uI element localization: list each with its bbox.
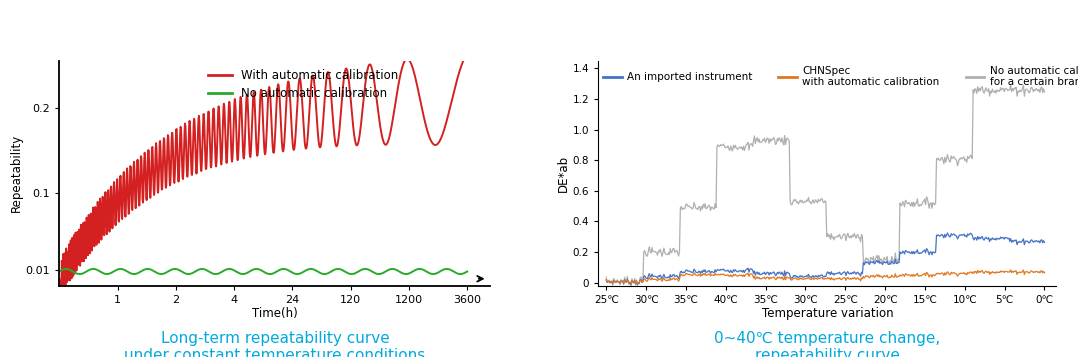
Y-axis label: Repeatability: Repeatability [10, 134, 23, 212]
Legend: With automatic calibration, No automatic calibration: With automatic calibration, No automatic… [203, 64, 403, 105]
Text: 0~40℃ temperature change,
repeatability curve: 0~40℃ temperature change, repeatability … [715, 331, 940, 357]
Y-axis label: DE*ab: DE*ab [557, 155, 570, 192]
Legend: An imported instrument, CHNSpec
with automatic calibration, No automatic calibra: An imported instrument, CHNSpec with aut… [599, 61, 1078, 91]
X-axis label: Temperature variation: Temperature variation [761, 307, 894, 320]
Text: Long-term repeatability curve
under constant temperature conditions: Long-term repeatability curve under cons… [124, 331, 426, 357]
X-axis label: Time(h): Time(h) [252, 307, 298, 320]
